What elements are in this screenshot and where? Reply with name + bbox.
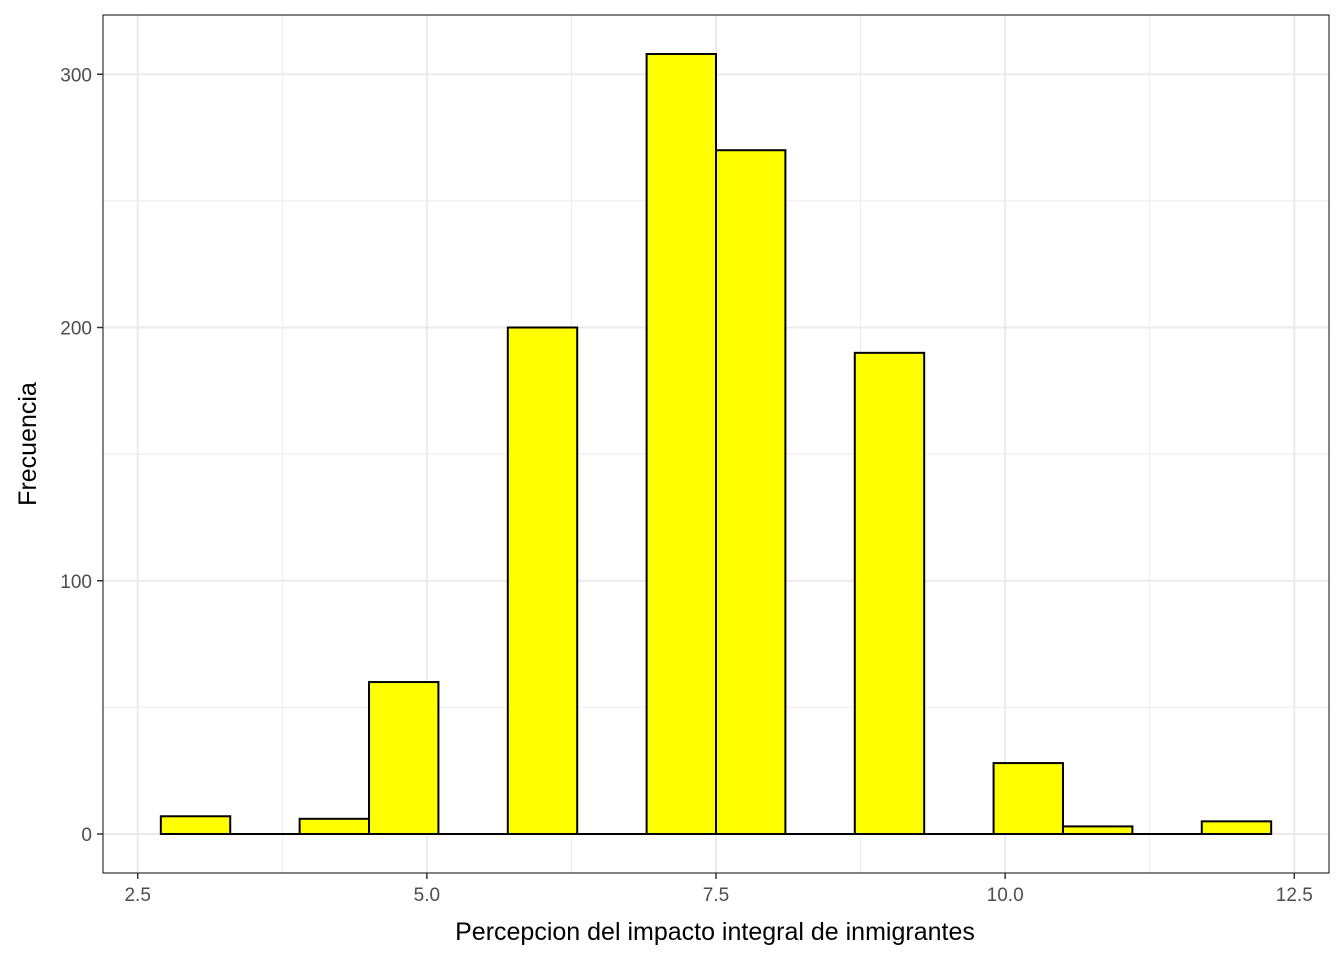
x-axis-ticks: 2.5 5.0 7.5 10.0 12.5 (124, 873, 1313, 906)
histogram-bars (159, 53, 1273, 836)
histogram-bar (645, 53, 717, 835)
y-axis-ticks: 0 100 200 300 (60, 65, 103, 846)
y-tick-label: 100 (60, 572, 92, 593)
histogram-bar (992, 762, 1064, 835)
x-tick-label: 12.5 (1276, 885, 1313, 906)
y-tick-label: 300 (60, 65, 92, 86)
x-axis-title: Percepcion del impacto integral de inmig… (455, 918, 975, 946)
x-tick-label: 5.0 (414, 885, 440, 906)
y-axis-title: Frecuencia (14, 382, 42, 506)
histogram-bar (298, 817, 371, 835)
x-tick-label: 7.5 (703, 885, 729, 906)
y-tick-label: 0 (81, 825, 92, 846)
histogram-bar (715, 149, 787, 835)
histogram-bar (506, 326, 579, 835)
histogram-bar (368, 681, 440, 835)
x-tick-label: 2.5 (124, 885, 150, 906)
histogram-bar (159, 815, 232, 835)
y-tick-label: 200 (60, 319, 92, 340)
histogram-bar (1200, 820, 1273, 835)
x-tick-label: 10.0 (987, 885, 1024, 906)
histogram-bar (1061, 825, 1134, 835)
histogram-bar (853, 351, 926, 835)
